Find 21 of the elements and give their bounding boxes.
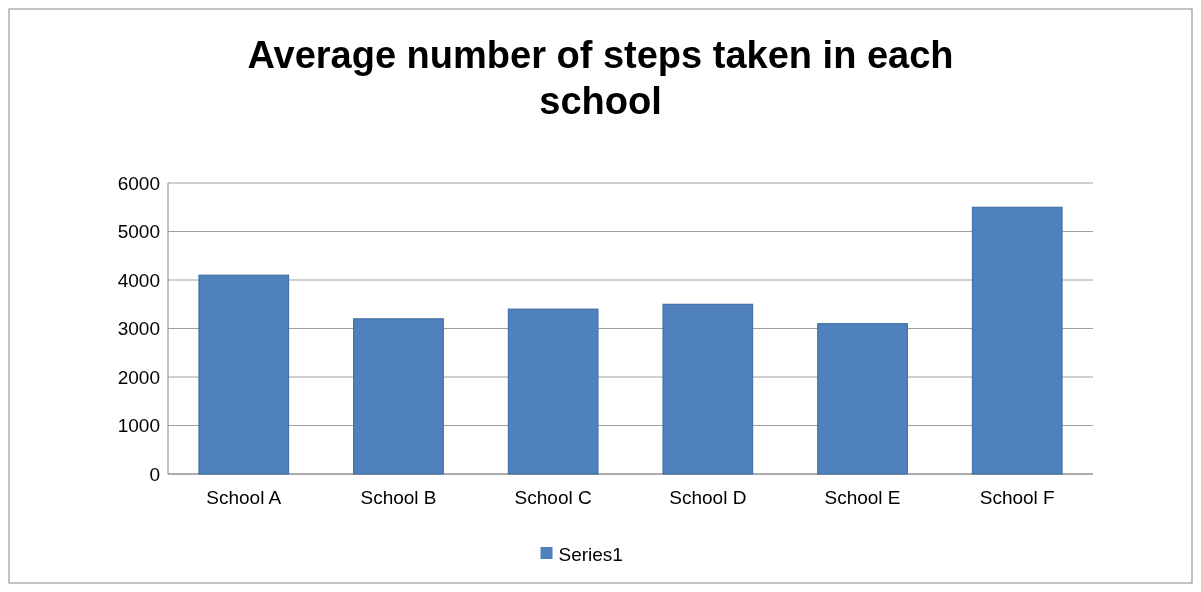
y-tick-label: 2000 [117, 366, 160, 388]
y-tick-label: 6000 [117, 172, 160, 194]
bar [817, 323, 908, 475]
bar [353, 318, 444, 475]
bar [662, 303, 754, 475]
x-tick-label: School D [669, 487, 747, 508]
x-tick-label: School B [360, 487, 437, 508]
x-tick-label: School E [824, 487, 901, 508]
y-tick-label: 3000 [117, 318, 160, 340]
y-tick-label: 0 [149, 463, 160, 485]
x-tick-label: School C [514, 487, 592, 508]
bar [971, 206, 1063, 475]
legend-label: Series1 [558, 543, 623, 565]
y-tick-label: 5000 [117, 221, 160, 243]
chart-title: Average number of steps taken in each school [247, 34, 954, 122]
bar [198, 274, 290, 475]
y-tick-label: 4000 [117, 269, 160, 291]
x-tick-label: School A [206, 487, 282, 508]
bar [507, 308, 599, 475]
x-tick-label: School F [979, 487, 1055, 508]
y-tick-label: 1000 [117, 415, 160, 437]
